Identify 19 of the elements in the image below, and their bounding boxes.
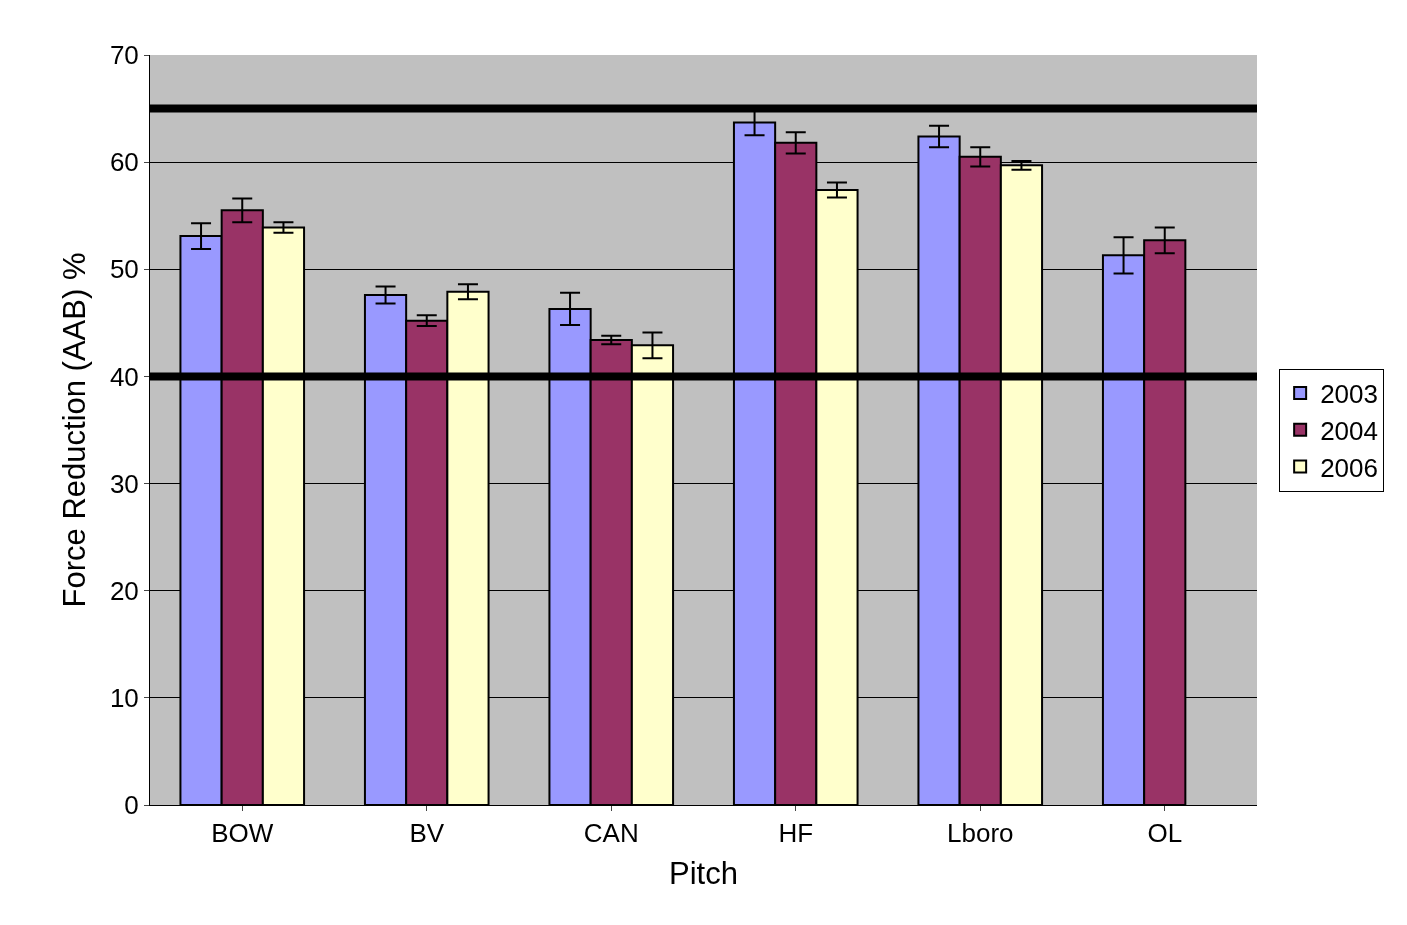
y-tick-label: 70 [109, 40, 139, 71]
y-tick-label: 0 [124, 790, 139, 821]
x-axis-title: Pitch [669, 856, 738, 892]
x-tick-label: BV [409, 818, 445, 849]
y-tick-label: 50 [109, 254, 139, 285]
legend-label: 2006 [1320, 452, 1378, 483]
x-tick-label: Lboro [947, 818, 1014, 849]
y-tick-label: 20 [109, 575, 139, 606]
x-tick-label: OL [1147, 818, 1183, 849]
y-tick-label: 10 [109, 682, 139, 713]
y-tick-label: 30 [109, 468, 139, 499]
x-tick-label: HF [778, 818, 814, 849]
y-axis-title: Force Reduction (AAB) % [56, 252, 92, 608]
y-tick-label: 40 [109, 361, 139, 392]
x-tick-label: BOW [211, 818, 274, 849]
y-tick-label: 60 [109, 147, 139, 178]
legend-label: 2003 [1320, 379, 1378, 410]
legend-label: 2004 [1320, 415, 1378, 446]
x-tick-label: CAN [583, 818, 639, 849]
